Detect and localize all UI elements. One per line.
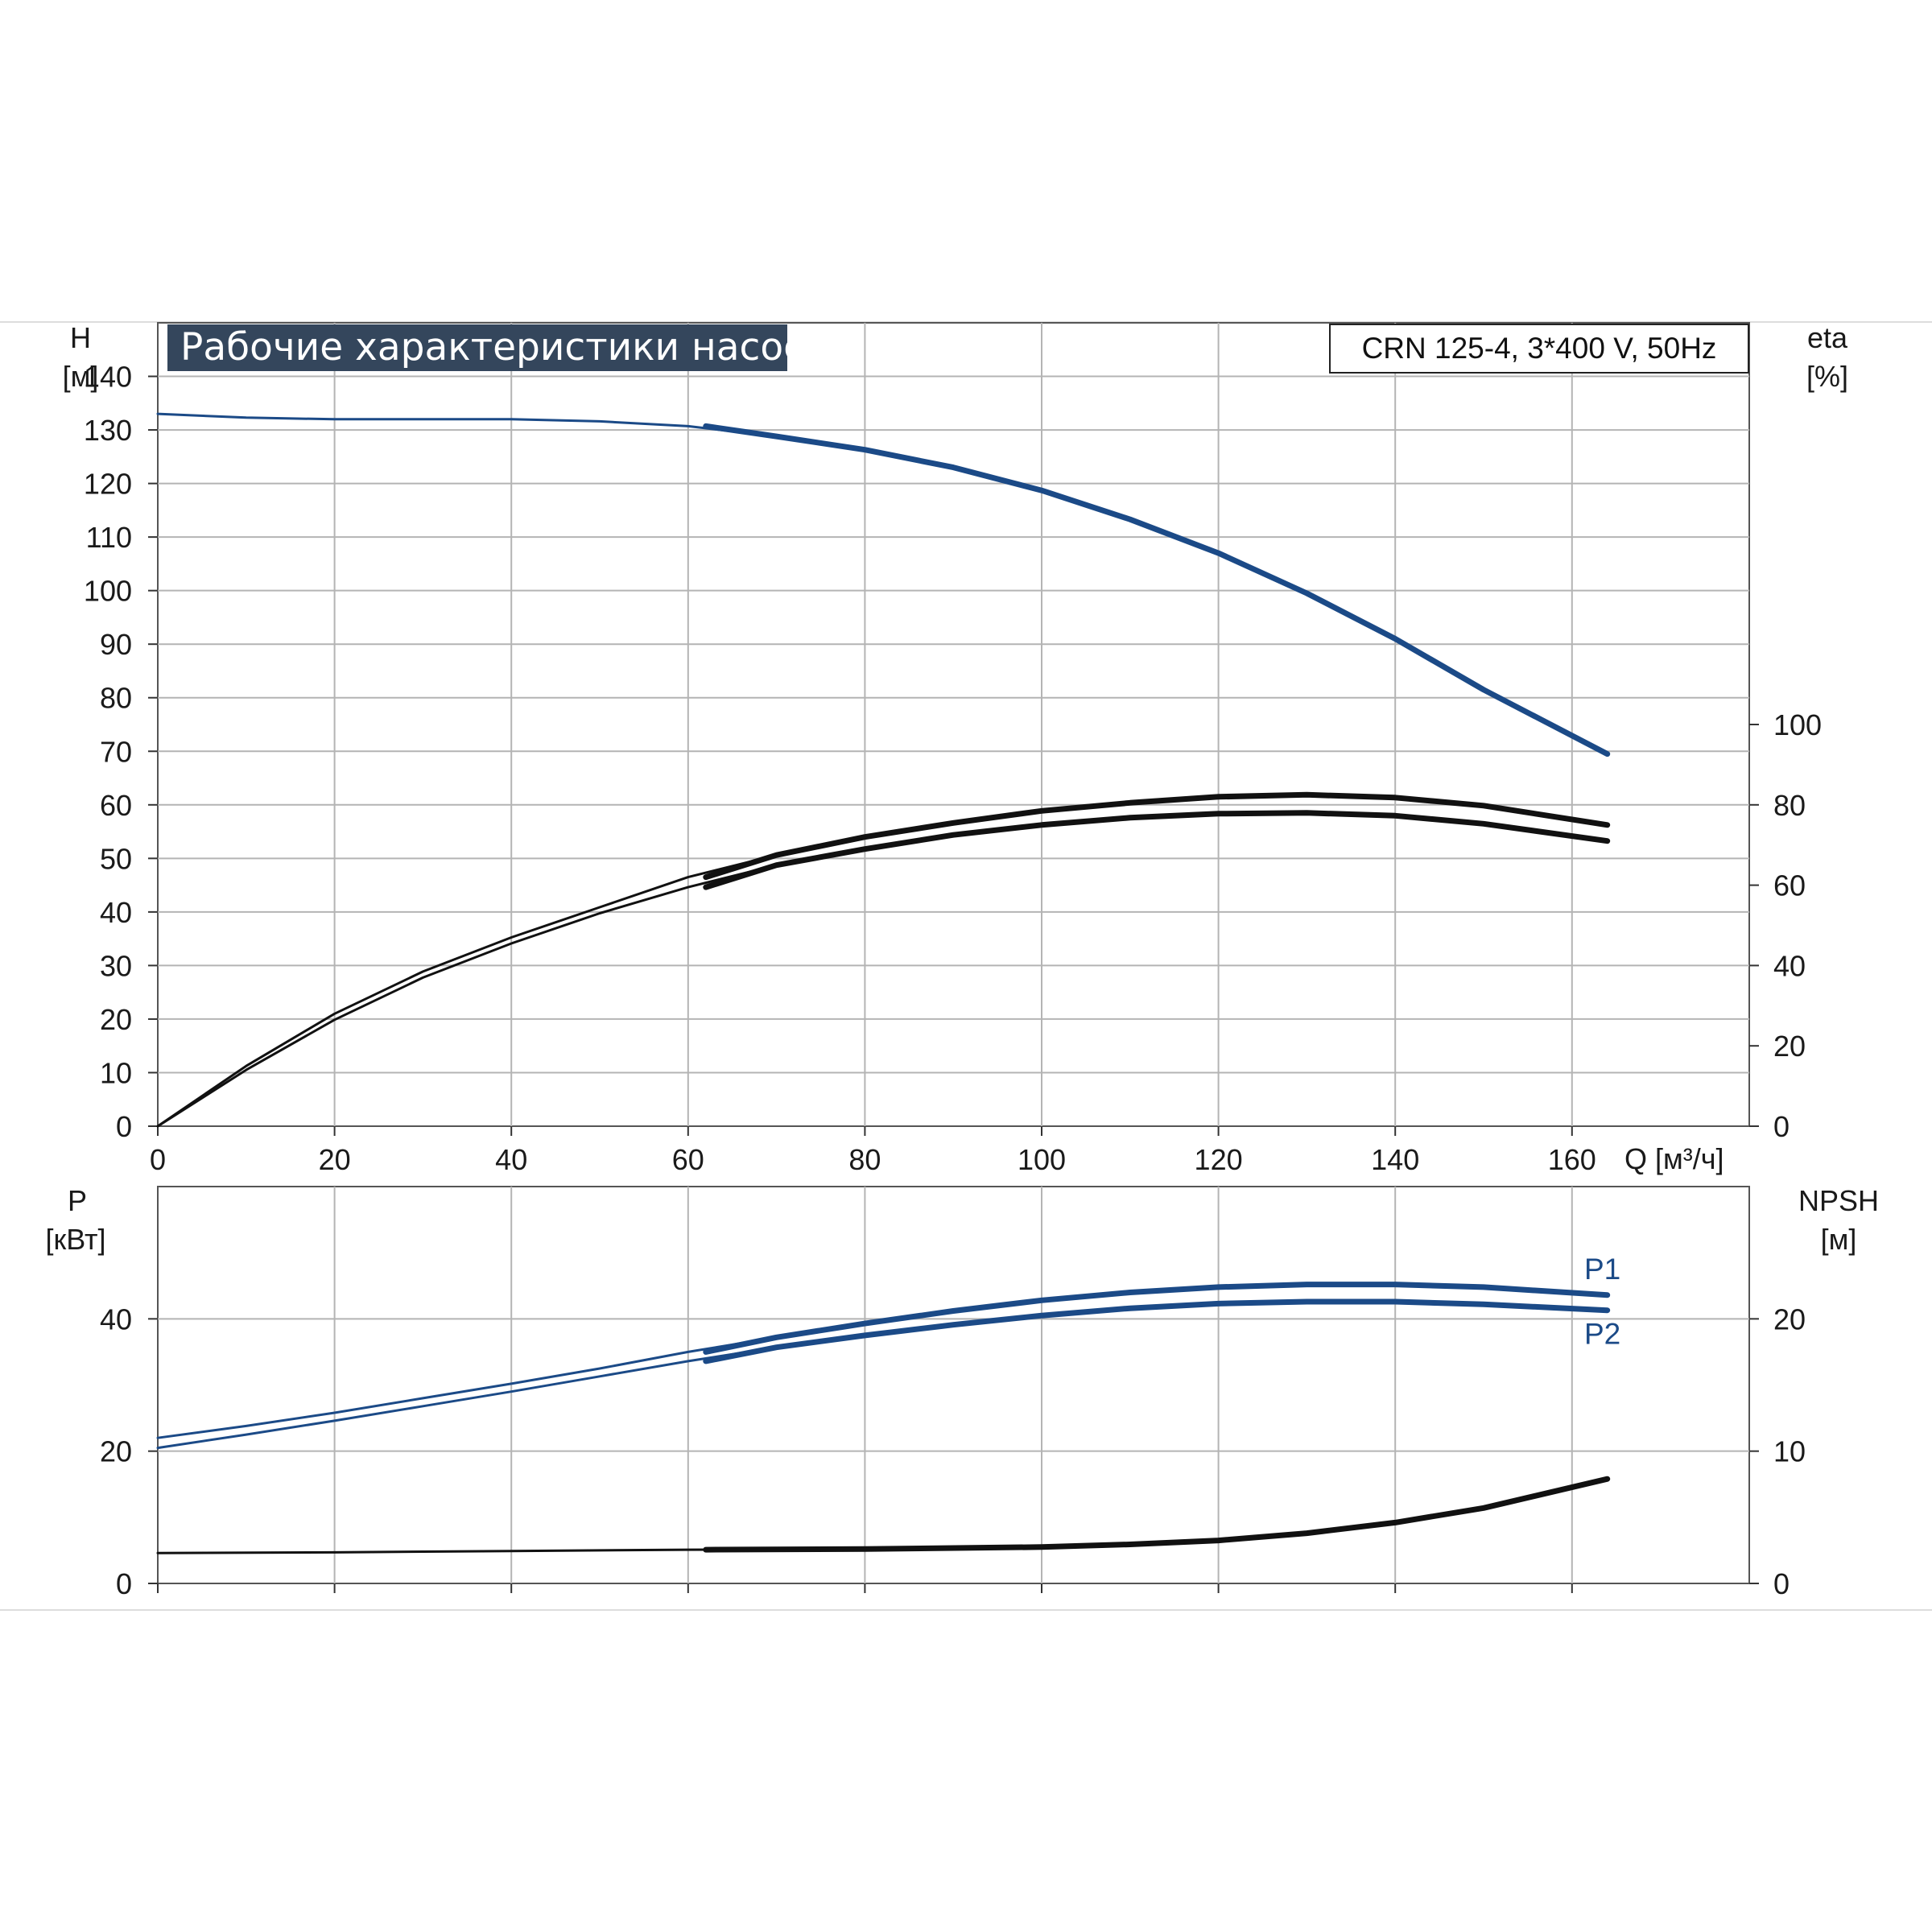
bottom-series: P1 P2	[156, 1253, 1620, 1554]
left-tick-label: 40	[100, 896, 132, 929]
series-duty-range-p1	[703, 1282, 1611, 1355]
left-tick-label: 0	[116, 1110, 132, 1143]
model-label-box	[1329, 324, 1749, 374]
x-tick-label: 120	[1195, 1143, 1243, 1176]
left-tick-label: 20	[100, 1435, 132, 1468]
bottom-grid	[158, 1187, 1749, 1583]
x-tick-label: 100	[1018, 1143, 1066, 1176]
power-axis-unit: [кВт]	[45, 1223, 105, 1256]
right-tick-label: 100	[1773, 708, 1822, 741]
bottom-plot-area	[157, 1186, 1750, 1584]
series-duty-range-p2	[703, 1298, 1611, 1364]
series-duty-range-1-2	[703, 1476, 1611, 1553]
left-tick-label: 120	[84, 468, 132, 501]
flow-axis-label: Q [м³/ч]	[1624, 1142, 1724, 1175]
x-tick-label: 60	[672, 1143, 704, 1176]
left-tick-label: 0	[116, 1567, 132, 1600]
head-axis-unit: [м]	[63, 360, 99, 393]
left-tick-label: 110	[86, 521, 132, 554]
left-tick-label: 60	[100, 789, 132, 822]
npsh-axis-unit: [м]	[1821, 1223, 1857, 1256]
x-tick-label: 160	[1548, 1143, 1596, 1176]
series-label-p2: P2	[1584, 1318, 1620, 1351]
left-tick-label: 20	[100, 1003, 132, 1036]
right-tick-label: 0	[1773, 1567, 1790, 1600]
right-tick-label: 0	[1773, 1110, 1790, 1143]
top-plot-area	[157, 322, 1750, 1127]
left-tick-label: 90	[100, 628, 132, 661]
right-tick-label: 20	[1773, 1030, 1806, 1063]
head-efficiency-panel: 0 10 20 30 40 50 60 70 80 90 100 110 120 130 140 0 20 40 6…	[63, 321, 1848, 1176]
left-tick-label: 50	[100, 842, 132, 875]
left-tick-label: 140	[84, 361, 132, 394]
series-label-p1: P1	[1584, 1253, 1620, 1286]
right-tick-label: 80	[1773, 789, 1806, 822]
x-tick-label: 40	[495, 1143, 527, 1176]
x-tick-label: 20	[319, 1143, 351, 1176]
x-tick-label: 0	[150, 1143, 166, 1176]
right-tick-label: 60	[1773, 869, 1806, 902]
top-grid	[158, 323, 1749, 1126]
x-tick-label: 80	[848, 1143, 881, 1176]
power-npsh-panel: 0 20 40 0 10 20 P1 P2 P [кВт] NPSH [м]	[45, 1184, 1879, 1600]
left-tick-label: 40	[100, 1302, 132, 1335]
efficiency-axis-unit: [%]	[1806, 360, 1848, 393]
x-tick-label: 140	[1371, 1143, 1419, 1176]
npsh-axis-label: NPSH	[1798, 1184, 1879, 1217]
bottom-ticks: 0 20 40 0 10 20	[100, 1302, 1806, 1600]
left-tick-label: 10	[100, 1056, 132, 1089]
top-series	[156, 412, 1611, 1128]
left-tick-label: 100	[84, 575, 132, 608]
series-duty-range-0-2	[703, 810, 1611, 890]
chart-title: Рабочие характеристики насоса	[180, 325, 828, 369]
right-tick-label: 20	[1773, 1302, 1806, 1335]
right-tick-label: 40	[1773, 949, 1806, 982]
series-duty-range-0-0	[703, 423, 1611, 758]
chart-title-box	[167, 324, 787, 371]
left-tick-label: 30	[100, 949, 132, 982]
left-tick-label: 80	[100, 682, 132, 715]
power-axis-label: P	[68, 1184, 87, 1217]
left-tick-label: 70	[100, 735, 132, 768]
head-axis-label: H	[70, 321, 91, 354]
top-ticks: 0 10 20 30 40 50 60 70 80 90 100 110 120 130 140 0 20 40 6…	[84, 361, 1822, 1176]
right-tick-label: 10	[1773, 1435, 1806, 1468]
series-duty-range-0-1	[703, 791, 1611, 881]
model-label: CRN 125-4, 3*400 V, 50Hz	[1362, 332, 1717, 365]
efficiency-axis-label: eta	[1807, 321, 1848, 354]
left-tick-label: 130	[84, 414, 132, 447]
